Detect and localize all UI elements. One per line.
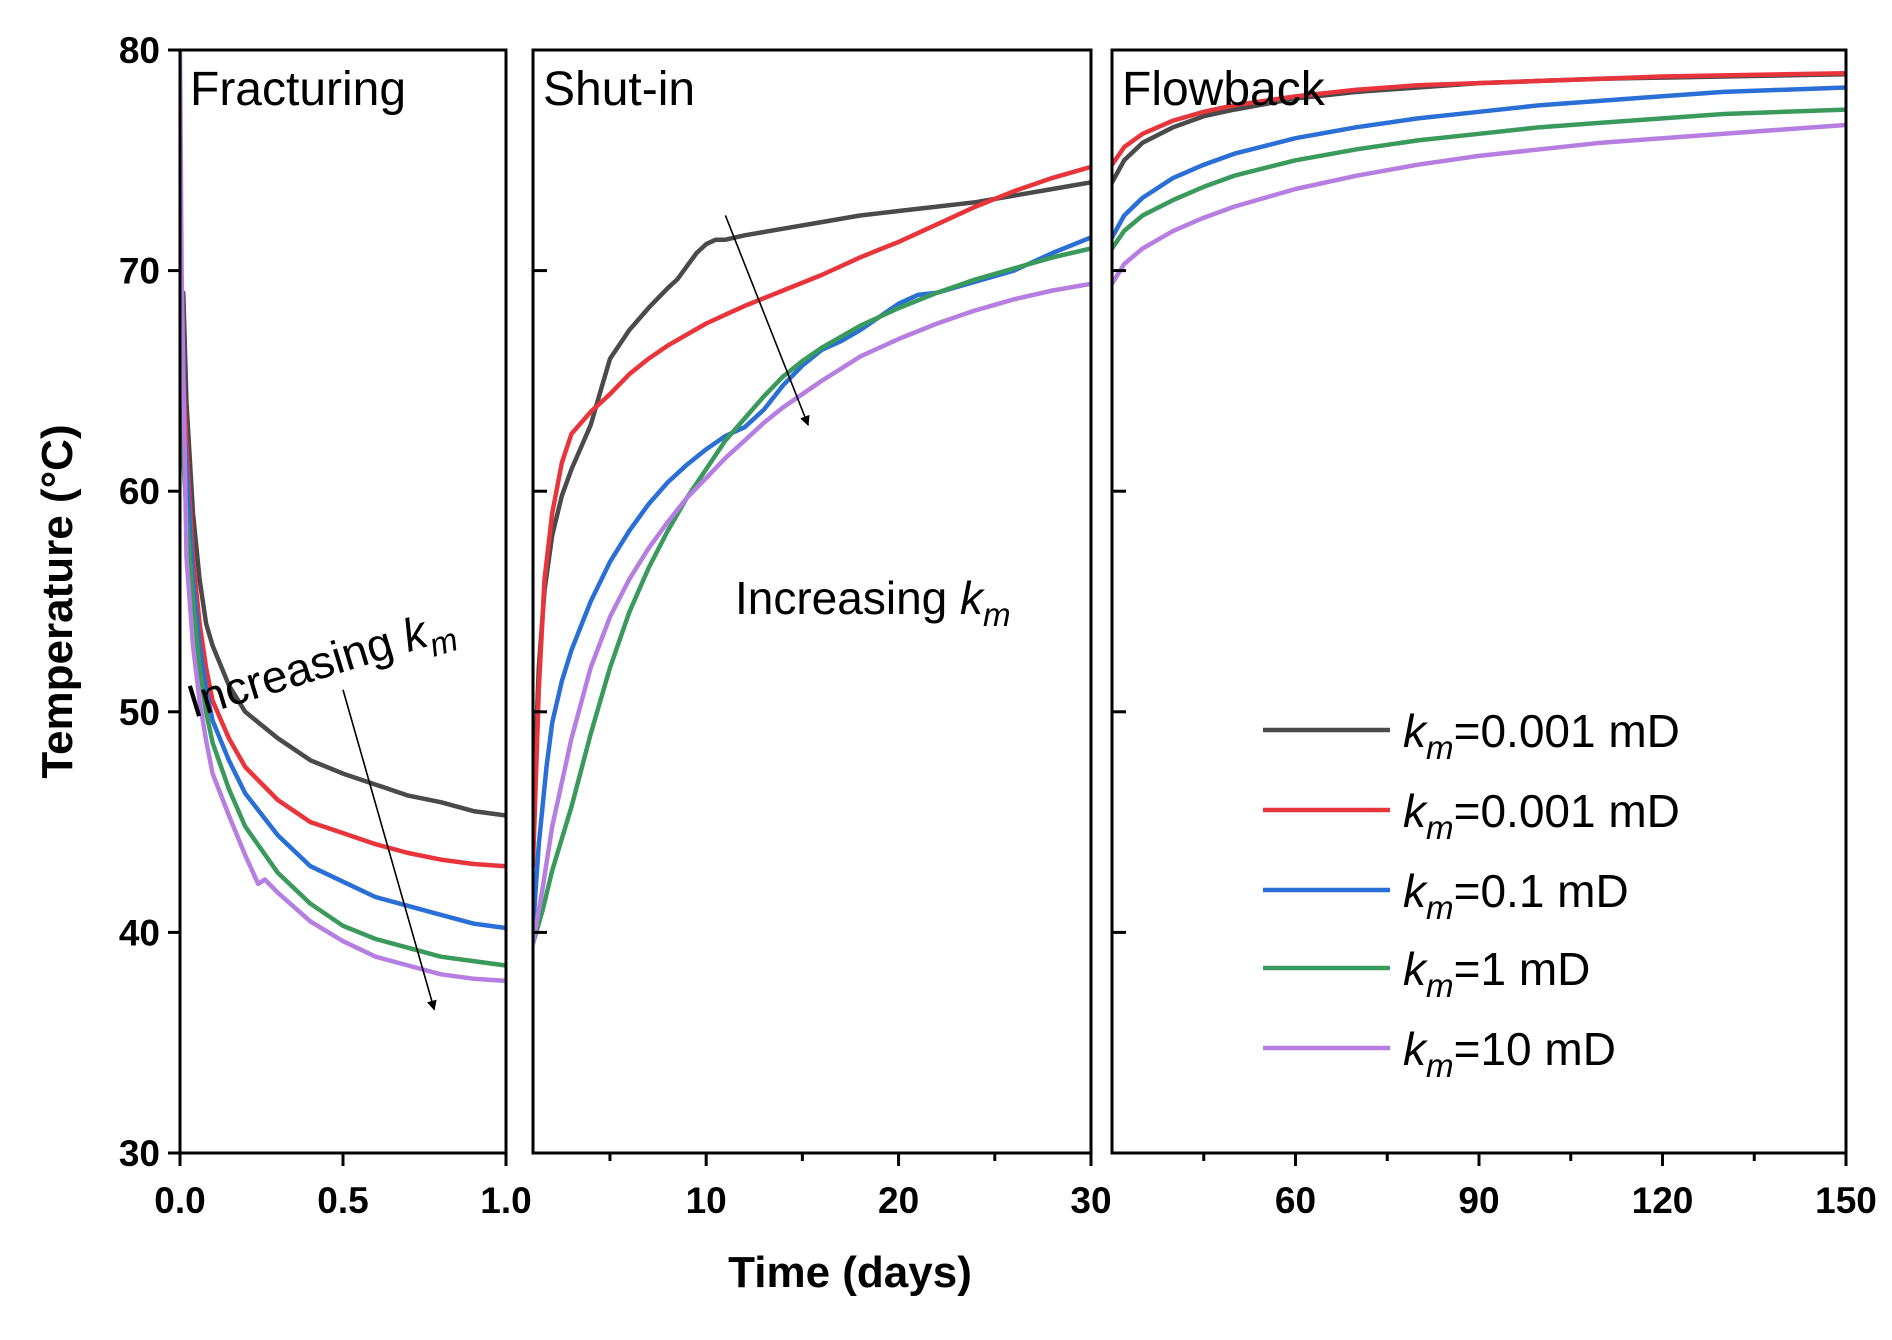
y-tick-label-50: 50	[119, 692, 160, 733]
legend-label-3-value: =1 mD	[1454, 943, 1591, 995]
legend-label-1-value: =0.001 mD	[1454, 785, 1680, 837]
annotation-arrow-shut-in	[724, 215, 810, 426]
annotation-text-shut-in: Increasing km	[735, 572, 1011, 634]
y-axis-title: Temperature (°C)	[33, 424, 82, 778]
x-axis-title: Time (days)	[728, 1248, 972, 1297]
legend-label-4-subscript: m	[1426, 1048, 1454, 1085]
legend-label-3: km=1 mD	[1403, 943, 1590, 1005]
series-line-flowback-km_0_001_b	[1112, 70, 1846, 167]
x-tick-label-shut-in-0: 10	[686, 1180, 727, 1221]
panel-shut-in-frame	[531, 48, 1093, 1155]
legend-label-2-value: =0.1 mD	[1454, 865, 1629, 917]
series-line-fracturing-km_1	[180, 400, 506, 968]
x-tick-label-shut-in-1: 20	[878, 1180, 919, 1221]
panel-title-fracturing: Fracturing	[190, 63, 406, 116]
annotation-text-shut-in-symbol: k	[960, 572, 985, 624]
y-tick-label-70: 70	[119, 251, 160, 292]
x-tick-label-fracturing-1: 0.5	[317, 1180, 368, 1221]
annotation-text-shut-in-prefix: Increasing	[735, 572, 960, 624]
x-tick-label-flowback-0: 60	[1275, 1180, 1316, 1221]
series-layer	[180, 50, 1846, 984]
panel-flowback-series	[1112, 70, 1846, 287]
series-line-shut-in-km_0_001_a	[533, 180, 1091, 818]
x-tick-label-fracturing-2: 1.0	[480, 1180, 531, 1221]
annotation-arrow-fracturing	[342, 689, 437, 1011]
x-tick-label-flowback-2: 120	[1632, 1180, 1694, 1221]
legend-label-0-subscript: m	[1426, 730, 1454, 767]
series-line-flowback-km_0_1	[1112, 85, 1846, 240]
legend-label-2-symbol: k	[1403, 865, 1428, 917]
legend-label-3-symbol: k	[1403, 943, 1428, 995]
legend-label-3-subscript: m	[1426, 968, 1454, 1005]
legend-label-4: km=10 mD	[1403, 1023, 1616, 1085]
y-tick-label-80: 80	[119, 30, 160, 71]
legend-label-2: km=0.1 mD	[1403, 865, 1629, 927]
legend-label-0: km=0.001 mD	[1403, 705, 1680, 767]
panel-title-shut-in: Shut-in	[543, 63, 695, 116]
series-line-flowback-km_1	[1112, 107, 1846, 251]
x-tick-label-flowback-1: 90	[1458, 1180, 1499, 1221]
panel-title-flowback: Flowback	[1122, 63, 1326, 116]
legend-label-4-symbol: k	[1403, 1023, 1428, 1075]
legend-label-1-symbol: k	[1403, 785, 1428, 837]
legend-label-0-symbol: k	[1403, 705, 1428, 757]
legend-label-2-subscript: m	[1426, 890, 1454, 927]
series-line-shut-in-km_1	[533, 246, 1091, 946]
legend-label-0-value: =0.001 mD	[1454, 705, 1680, 757]
y-tick-label-60: 60	[119, 471, 160, 512]
y-tick-label-30: 30	[119, 1133, 160, 1174]
x-tick-label-fracturing-0: 0.0	[154, 1180, 205, 1221]
series-line-shut-in-km_10	[533, 281, 1091, 946]
legend-label-1: km=0.001 mD	[1403, 785, 1680, 847]
annotation-text-shut-in-subscript: m	[983, 597, 1011, 634]
series-line-fracturing-km_10	[180, 50, 506, 984]
legend-label-4-value: =10 mD	[1454, 1023, 1616, 1075]
series-line-shut-in-km_0_001_b	[533, 164, 1091, 869]
frames-layer	[168, 48, 1848, 1166]
panel-fracturing-series	[180, 50, 506, 984]
series-line-flowback-km_10	[1112, 122, 1846, 287]
panel-shut-in-series	[533, 164, 1091, 946]
x-tick-label-flowback-3: 150	[1815, 1180, 1877, 1221]
text-layer: Fracturing 30 40 50 60 70 80 0.0 0.5 1.0 Increasin…	[33, 30, 1877, 1297]
series-line-fracturing-km_0_001_a	[181, 290, 506, 818]
x-tick-label-shut-in-2: 30	[1070, 1180, 1111, 1221]
y-tick-label-40: 40	[119, 912, 160, 953]
legend-label-1-subscript: m	[1426, 810, 1454, 847]
